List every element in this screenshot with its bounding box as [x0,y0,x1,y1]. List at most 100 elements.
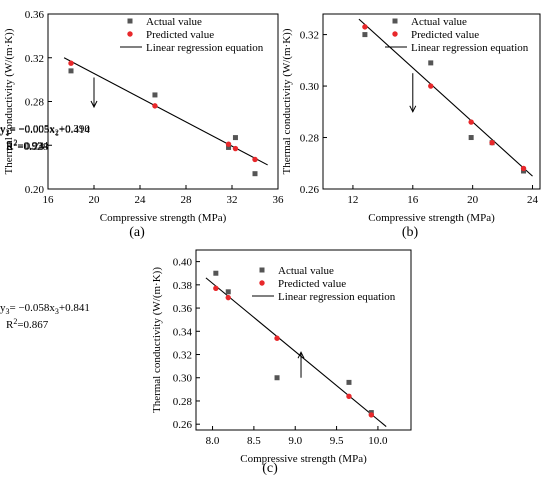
predicted-point [489,139,495,146]
r-squared: R2=0.934 [6,138,49,152]
x-tick-label: 10.0 [368,435,388,447]
legend-predicted-label: Predicted value [146,29,214,41]
legend-actual-label: Actual value [411,16,467,28]
actual-point [68,68,74,74]
actual-point [274,375,280,381]
predicted-point [213,285,219,292]
legend-actual-label: Actual value [146,16,202,28]
legend-actual-marker [127,18,133,24]
legend-predicted-marker [259,280,265,286]
predicted-point [225,294,231,301]
predicted-point [346,393,352,400]
legend-actual-marker [392,18,398,24]
actual-point [232,135,238,141]
predicted-point [252,156,258,163]
predicted-point [152,103,158,109]
y-tick-label: 0.32 [173,350,192,362]
y-tick-label: 0.26 [173,419,193,431]
arrow-head [409,105,417,113]
y-tick-label: 0.28 [173,396,193,408]
predicted-point [274,335,280,341]
x-tick-label: 24 [527,194,539,206]
x-tick-label: 16 [43,194,55,206]
panel-label: (a) [129,225,145,240]
y-axis-label: Thermal conductivity (W/(m·K)) [3,28,15,174]
predicted-point [68,60,74,66]
y-tick-label: 0.36 [173,303,193,315]
predicted-point [225,141,232,147]
actual-point [468,135,474,141]
y-tick-label: 0.36 [25,9,45,21]
x-axis-label: Compressive strength (MPa) [100,212,227,224]
x-tick-label: 9.0 [288,435,302,447]
predicted-point [428,83,434,89]
x-tick-label: 9.5 [330,435,344,447]
x-tick-label: 24 [135,194,147,206]
plot-frame [195,249,412,431]
y-tick-label: 0.40 [173,257,193,269]
actual-point [252,171,258,177]
legend-line-label: Linear regression equation [411,42,529,54]
x-axis-label: Compressive strength (MPa) [368,212,495,224]
actual-point [362,32,368,38]
legend-predicted-label: Predicted value [278,278,346,290]
actual-point [213,270,219,276]
actual-point [152,92,158,98]
y-tick-label: 0.38 [173,280,193,292]
regression-equation: y1= −0.005x1+0.414 [0,124,90,138]
plot-frame [322,13,541,190]
x-tick-label: 32 [227,194,238,206]
predicted-point [368,412,375,418]
y-tick-label: 0.30 [300,81,320,93]
chart-panel-2: 12 16 20 24 0.26 0.28 0.30 0.32 Compressive stre… [0,13,541,240]
r-squared: R2=0.867 [6,317,49,331]
y-tick-label: 0.26 [300,184,320,196]
x-tick-label: 36 [273,194,285,206]
predicted-point [468,119,474,125]
arrow-head [297,351,305,359]
y-tick-label: 0.28 [300,133,320,145]
y-tick-label: 0.32 [25,53,44,65]
y-axis-label: Thermal conductivity (W/(m·K)) [151,267,163,413]
panel-label: (c) [262,461,278,476]
legend-line-label: Linear regression equation [278,291,396,303]
panel-label: (b) [402,225,419,240]
legend-predicted-marker [127,31,133,37]
regression-line [358,18,533,177]
predicted-point [520,165,527,172]
x-tick-label: 8.0 [206,435,220,447]
regression-equation: y3= −0.058x3+0.841 [0,302,90,316]
chart-panel-1: 16 20 24 28 32 36 0.20 0.24 0.28 0.32 0.36 Compress… [0,9,284,240]
x-tick-label: 8.5 [247,435,261,447]
r-squared: R2=0.928 [6,139,49,153]
regression-line [205,277,387,427]
predicted-point [232,145,239,152]
y-tick-label: 0.34 [173,326,193,338]
legend-predicted-label: Predicted value [411,29,479,41]
actual-point [225,289,231,295]
regression-equation: y2= −0.005x2+0.390 [0,123,90,137]
legend-actual-label: Actual value [278,265,334,277]
y-tick-label: 0.30 [173,373,193,385]
chart-panel-3: 8.0 8.5 9.0 9.5 10.0 0.26 0.28 0.30 0.32 0.34 0.36… [0,249,412,476]
x-tick-label: 16 [407,194,419,206]
arrow-head [90,100,98,109]
y-tick-label: 0.20 [25,184,45,196]
legend-predicted-marker [392,31,398,37]
x-axis-label: Compressive strength (MPa) [240,453,367,465]
x-tick-label: 28 [181,194,193,206]
legend-actual-marker [259,267,265,273]
y-axis-label: Thermal conductivity (W/(m·K)) [281,28,293,174]
actual-point [226,144,232,150]
actual-point [428,60,434,66]
y-tick-label: 0.28 [25,97,45,109]
x-tick-label: 20 [467,194,479,206]
legend-line-label: Linear regression equation [146,42,264,54]
actual-point [346,379,352,385]
x-tick-label: 20 [89,194,101,206]
y-tick-label: 0.32 [300,30,319,42]
predicted-point [362,24,368,30]
